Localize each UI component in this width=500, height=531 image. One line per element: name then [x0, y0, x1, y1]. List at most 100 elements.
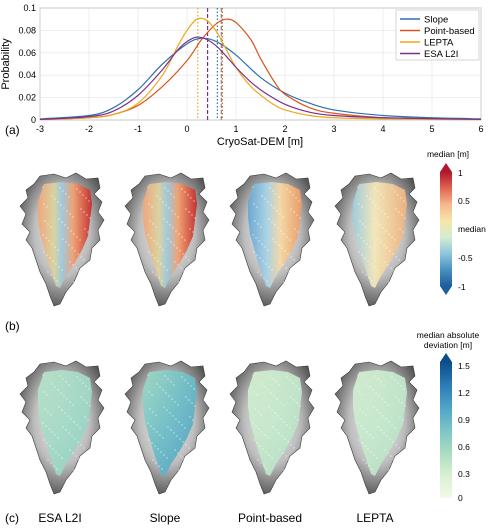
speckle: [181, 236, 183, 238]
speckle: [67, 415, 69, 417]
speckle: [399, 276, 401, 278]
speckle: [289, 379, 291, 381]
speckle: [83, 399, 85, 401]
speckle: [64, 412, 66, 414]
speckle: [165, 204, 167, 206]
speckle: [386, 247, 388, 249]
speckle: [384, 213, 386, 215]
mad-tick-0.3: 0.3: [458, 469, 470, 479]
speckle: [182, 253, 184, 255]
speckle: [365, 462, 367, 464]
speckle: [366, 243, 368, 245]
speckle: [75, 267, 77, 269]
speckle: [47, 271, 49, 273]
speckle: [177, 264, 179, 266]
speckle: [57, 437, 59, 439]
speckle: [261, 195, 263, 197]
speckle: [48, 428, 50, 430]
speckle: [50, 462, 52, 464]
mad-tick-1.2: 1.2: [458, 388, 470, 398]
speckle: [253, 391, 255, 393]
speckle: [80, 444, 82, 446]
speckle: [279, 213, 281, 215]
speckle: [398, 211, 400, 213]
speckle: [297, 279, 299, 281]
speckle: [88, 388, 90, 390]
speckle: [61, 269, 63, 271]
speckle: [268, 266, 270, 268]
speckle: [379, 224, 381, 226]
speckle: [154, 445, 156, 447]
speckle: [276, 210, 278, 212]
median-colorbar-title: median [m]: [427, 149, 469, 159]
caption-slope: Slope: [150, 511, 181, 525]
speckle: [299, 405, 301, 407]
speckle: [367, 260, 369, 262]
speckle: [159, 198, 161, 200]
speckle: [72, 452, 74, 454]
mad-tick-1.5: 1.5: [458, 361, 470, 371]
speckle: [264, 386, 266, 388]
speckle: [368, 277, 370, 279]
speckle: [375, 392, 377, 394]
speckle: [58, 266, 60, 268]
speckle: [295, 385, 297, 387]
speckle: [389, 438, 391, 440]
y-tick: 0.08: [18, 25, 36, 35]
speckle: [362, 459, 364, 461]
ice-sheet-overlay: [353, 182, 407, 288]
speckle: [378, 395, 380, 397]
speckle: [394, 379, 396, 381]
speckle: [392, 253, 394, 255]
speckle: [193, 388, 195, 390]
speckle: [391, 236, 393, 238]
speckle: [373, 266, 375, 268]
speckle: [77, 441, 79, 443]
speckle: [152, 411, 154, 413]
y-tick: 0.06: [18, 48, 36, 58]
speckle: [170, 381, 172, 383]
speckle: [361, 254, 363, 256]
speckle: [361, 394, 363, 396]
speckle: [74, 438, 76, 440]
caption-lepta: LEPTA: [356, 511, 393, 525]
median-map-slope: [124, 172, 210, 307]
speckle: [55, 263, 57, 265]
speckle: [357, 186, 359, 188]
speckle: [369, 386, 371, 388]
speckle: [363, 428, 365, 430]
speckle: [188, 259, 190, 261]
speckle: [49, 445, 51, 447]
speckle: [291, 273, 293, 275]
speckle: [371, 280, 373, 282]
x-tick: 2: [282, 124, 287, 134]
speckle: [76, 376, 78, 378]
speckle: [402, 467, 404, 469]
speckle: [273, 395, 275, 397]
speckle: [254, 220, 256, 222]
speckle: [373, 218, 375, 220]
speckle: [73, 421, 75, 423]
speckle: [75, 455, 77, 457]
speckle: [175, 230, 177, 232]
speckle: [189, 228, 191, 230]
speckle: [54, 246, 56, 248]
speckle: [259, 257, 261, 259]
speckle: [293, 259, 295, 261]
speckle: [254, 408, 256, 410]
speckle: [69, 401, 71, 403]
speckle: [264, 198, 266, 200]
speckle: [289, 427, 291, 429]
speckle: [65, 193, 67, 195]
speckle: [399, 416, 401, 418]
speckle: [297, 231, 299, 233]
speckle: [86, 214, 88, 216]
speckle: [256, 254, 258, 256]
speckle: [299, 217, 301, 219]
speckle: [59, 375, 61, 377]
speckle: [84, 276, 86, 278]
speckle: [264, 246, 266, 248]
speckle: [294, 228, 296, 230]
speckle: [401, 402, 403, 404]
